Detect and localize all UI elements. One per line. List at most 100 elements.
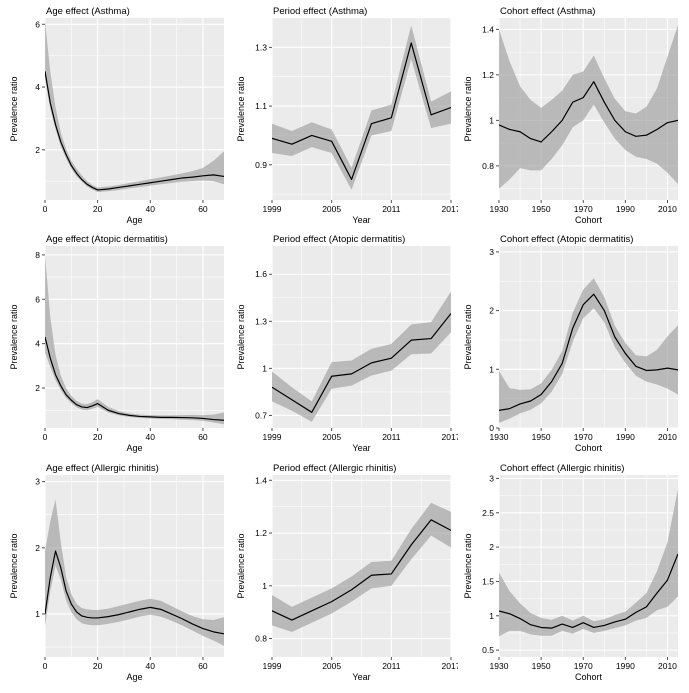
chart-title: Cohort effect (Allergic rhinitis) <box>500 463 624 474</box>
x-axis-label: Year <box>352 215 370 225</box>
chart-title: Age effect (Atopic dermatitis) <box>46 234 168 245</box>
y-tick-label: 0 <box>489 423 494 433</box>
chart-title: Cohort effect (Atopic dermatitis) <box>500 234 633 245</box>
y-tick-label: 1 <box>262 580 267 590</box>
y-tick-label: 6 <box>35 295 40 305</box>
y-tick-label: 2 <box>489 542 494 552</box>
chart-r0c1: 19992005201120170.91.11.3YearPrevalence … <box>231 4 458 232</box>
cell-r1c2: 193019501970199020100123CohortPrevalence… <box>458 232 685 460</box>
x-tick-label: 1990 <box>616 661 635 671</box>
chart-r0c0: 0204060246AgePrevalence ratioAge effect … <box>4 4 231 232</box>
cell-r2c0: 0204060123AgePrevalence ratioAge effect … <box>4 461 231 689</box>
x-tick-label: 2005 <box>322 432 341 442</box>
chart-r1c1: 19992005201120170.711.31.6YearPrevalence… <box>231 232 458 460</box>
y-tick-label: 3 <box>489 247 494 257</box>
x-tick-label: 0 <box>43 661 48 671</box>
x-axis-label: Age <box>126 672 142 682</box>
x-tick-label: 2011 <box>382 204 401 214</box>
chart-r2c0: 0204060123AgePrevalence ratioAge effect … <box>4 461 231 689</box>
y-tick-label: 2 <box>35 145 40 155</box>
y-tick-label: 6 <box>35 19 40 29</box>
cell-r0c2: 193019501970199020100.811.21.4CohortPrev… <box>458 4 685 232</box>
cell-r0c1: 19992005201120170.91.11.3YearPrevalence … <box>231 4 458 232</box>
y-tick-label: 1.3 <box>255 42 267 52</box>
y-tick-label: 1 <box>262 364 267 374</box>
y-tick-label: 1.4 <box>255 475 267 485</box>
x-axis-label: Cohort <box>575 443 603 453</box>
y-axis-label: Prevalence ratio <box>236 533 246 598</box>
y-tick-label: 2.5 <box>482 507 494 517</box>
x-axis-label: Age <box>126 215 142 225</box>
chart-r1c0: 0 20 40 60 2 4 6 8 Age Prevalence ratio Age effect… <box>4 232 231 460</box>
y-tick-label: 1.3 <box>255 317 267 327</box>
x-tick-label: 2017 <box>442 432 458 442</box>
chart-r0c2: 193019501970199020100.811.21.4CohortPrev… <box>458 4 685 232</box>
y-tick-label: 1.2 <box>482 70 494 80</box>
y-axis-label: Prevalence ratio <box>9 533 19 598</box>
y-tick-label: 1 <box>489 115 494 125</box>
x-tick-label: 2005 <box>322 204 341 214</box>
x-tick-label: 1999 <box>263 432 282 442</box>
x-tick-label: 1999 <box>263 661 282 671</box>
x-tick-label: 40 <box>146 661 156 671</box>
x-tick-label: 0 <box>43 204 48 214</box>
x-axis-label: Cohort <box>575 215 603 225</box>
y-tick-label: 1.5 <box>482 576 494 586</box>
y-tick-label: 3 <box>489 473 494 483</box>
x-tick-label: 1970 <box>574 661 593 671</box>
x-tick-label: 1950 <box>532 204 551 214</box>
x-tick-label: 1970 <box>574 432 593 442</box>
x-tick-label: 20 <box>93 204 103 214</box>
chart-grid: 0204060246AgePrevalence ratioAge effect … <box>0 0 689 693</box>
x-tick-label: 2010 <box>658 204 677 214</box>
cell-r1c0: 0 20 40 60 2 4 6 8 Age Prevalence ratio Age effect… <box>4 232 231 460</box>
x-tick-label: 1990 <box>616 432 635 442</box>
y-tick-label: 0.9 <box>255 160 267 170</box>
y-axis-label: Prevalence ratio <box>9 305 19 370</box>
x-tick-label: 2011 <box>382 432 401 442</box>
x-tick-label: 2017 <box>442 204 458 214</box>
y-tick-label: 2 <box>35 383 40 393</box>
y-axis-label: Prevalence ratio <box>9 76 19 141</box>
x-tick-label: 20 <box>93 432 103 442</box>
y-axis-label: Prevalence ratio <box>236 305 246 370</box>
x-tick-label: 1930 <box>490 661 509 671</box>
y-tick-label: 1 <box>489 610 494 620</box>
x-axis-label: Year <box>352 672 370 682</box>
x-tick-label: 40 <box>146 204 156 214</box>
x-tick-label: 1970 <box>574 204 593 214</box>
x-tick-label: 1930 <box>490 204 509 214</box>
x-tick-label: 1999 <box>263 204 282 214</box>
y-tick-label: 2 <box>489 306 494 316</box>
cell-r2c1: 19992005201120170.811.21.4YearPrevalence… <box>231 461 458 689</box>
y-tick-label: 4 <box>35 339 40 349</box>
y-axis-label: Prevalence ratio <box>463 76 473 141</box>
y-tick-label: 1.4 <box>482 24 494 34</box>
chart-title: Period effect (Atopic dermatitis) <box>273 234 405 245</box>
x-axis-label: Age <box>126 443 142 453</box>
y-tick-label: 0.8 <box>255 633 267 643</box>
chart-title: Cohort effect (Asthma) <box>500 6 595 17</box>
x-tick-label: 60 <box>198 661 208 671</box>
chart-title: Age effect (Allergic rhinitis) <box>46 463 159 474</box>
x-tick-label: 60 <box>198 432 208 442</box>
x-tick-label: 60 <box>198 204 208 214</box>
x-tick-label: 1950 <box>532 661 551 671</box>
x-tick-label: 2005 <box>322 661 341 671</box>
y-tick-label: 1.2 <box>255 528 267 538</box>
y-tick-label: 1 <box>35 609 40 619</box>
y-tick-label: 1 <box>489 365 494 375</box>
x-tick-label: 20 <box>93 661 103 671</box>
y-tick-label: 4 <box>35 82 40 92</box>
x-tick-label: 0 <box>43 432 48 442</box>
y-tick-label: 3 <box>35 476 40 486</box>
x-tick-label: 40 <box>146 432 156 442</box>
x-axis-label: Cohort <box>575 672 603 682</box>
y-tick-label: 8 <box>35 250 40 260</box>
x-tick-label: 2011 <box>382 661 401 671</box>
chart-title: Period effect (Allergic rhinitis) <box>273 463 396 474</box>
y-axis-label: Prevalence ratio <box>463 305 473 370</box>
y-axis-label: Prevalence ratio <box>236 76 246 141</box>
x-tick-label: 1990 <box>616 204 635 214</box>
x-axis-label: Year <box>352 443 370 453</box>
